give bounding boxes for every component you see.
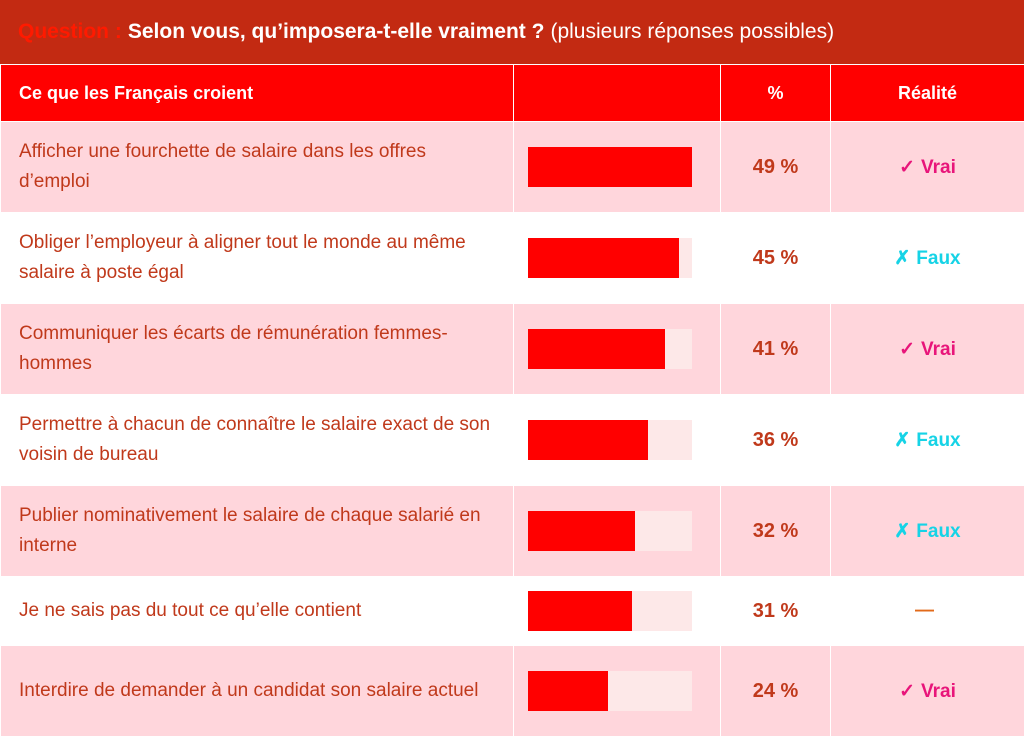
- bar-track: [528, 147, 692, 187]
- bar-fill: [528, 671, 608, 711]
- bar-track: [528, 511, 692, 551]
- percent-label: 45 %: [721, 213, 831, 304]
- bar-track: [528, 420, 692, 460]
- percent-label: 24 %: [721, 646, 831, 737]
- bar-fill: [528, 147, 692, 187]
- table-row: Je ne sais pas du tout ce qu’elle contie…: [1, 577, 1024, 646]
- percent-label: 49 %: [721, 122, 831, 213]
- table-row: Communiquer les écarts de rémunération f…: [1, 304, 1024, 395]
- row-label: Obliger l’employeur à aligner tout le mo…: [1, 213, 514, 304]
- reality-cell: ✗ Faux: [831, 395, 1024, 486]
- header-percent: %: [721, 65, 831, 122]
- reality-text: Vrai: [921, 339, 956, 360]
- percent-label: 36 %: [721, 395, 831, 486]
- row-label: Permettre à chacun de connaître le salai…: [1, 395, 514, 486]
- bar-cell: [514, 304, 721, 395]
- dash-icon: —: [915, 600, 934, 621]
- check-icon: ✓: [899, 681, 915, 702]
- header-bar: [514, 65, 721, 122]
- question-text: Selon vous, qu’imposera-t-elle vraiment …: [128, 20, 545, 44]
- table-row: Afficher une fourchette de salaire dans …: [1, 122, 1024, 213]
- reality-text: Vrai: [921, 157, 956, 178]
- reality-cell: ✓ Vrai: [831, 646, 1024, 737]
- reality-text: Faux: [916, 521, 960, 542]
- row-label: Publier nominativement le salaire de cha…: [1, 486, 514, 577]
- reality-text: Faux: [916, 248, 960, 269]
- question-banner: Question : Selon vous, qu’imposera-t-ell…: [0, 0, 1024, 64]
- reality-cell: ✓ Vrai: [831, 122, 1024, 213]
- bar-fill: [528, 238, 679, 278]
- question-label: Question :: [18, 20, 122, 44]
- bar-cell: [514, 213, 721, 304]
- results-table: Ce que les Français croient % Réalité Af…: [0, 64, 1024, 737]
- table-header: Ce que les Français croient % Réalité: [1, 65, 1024, 122]
- table-row: Permettre à chacun de connaître le salai…: [1, 395, 1024, 486]
- row-label: Communiquer les écarts de rémunération f…: [1, 304, 514, 395]
- bar-fill: [528, 329, 665, 369]
- table-row: Obliger l’employeur à aligner tout le mo…: [1, 213, 1024, 304]
- bar-track: [528, 238, 692, 278]
- bar-cell: [514, 577, 721, 646]
- bar-cell: [514, 646, 721, 737]
- question-subtext: (plusieurs réponses possibles): [550, 20, 834, 44]
- percent-label: 31 %: [721, 577, 831, 646]
- check-icon: ✓: [899, 157, 915, 178]
- reality-text: Faux: [916, 430, 960, 451]
- bar-cell: [514, 486, 721, 577]
- bar-track: [528, 329, 692, 369]
- reality-text: Vrai: [921, 681, 956, 702]
- reality-cell: ✗ Faux: [831, 486, 1024, 577]
- bar-fill: [528, 511, 635, 551]
- reality-cell: ✗ Faux: [831, 213, 1024, 304]
- cross-icon: ✗: [894, 430, 910, 451]
- bar-fill: [528, 420, 648, 460]
- cross-icon: ✗: [894, 248, 910, 269]
- bar-fill: [528, 591, 632, 631]
- row-label: Afficher une fourchette de salaire dans …: [1, 122, 514, 213]
- table-row: Interdire de demander à un candidat son …: [1, 646, 1024, 737]
- reality-cell: —: [831, 577, 1024, 646]
- bar-track: [528, 671, 692, 711]
- percent-label: 32 %: [721, 486, 831, 577]
- check-icon: ✓: [899, 339, 915, 360]
- row-label: Je ne sais pas du tout ce qu’elle contie…: [1, 577, 514, 646]
- row-label: Interdire de demander à un candidat son …: [1, 646, 514, 737]
- bar-cell: [514, 395, 721, 486]
- header-reality: Réalité: [831, 65, 1024, 122]
- percent-label: 41 %: [721, 304, 831, 395]
- cross-icon: ✗: [894, 521, 910, 542]
- reality-cell: ✓ Vrai: [831, 304, 1024, 395]
- header-beliefs: Ce que les Français croient: [1, 65, 514, 122]
- table-body: Afficher une fourchette de salaire dans …: [1, 122, 1024, 737]
- bar-cell: [514, 122, 721, 213]
- bar-track: [528, 591, 692, 631]
- table-row: Publier nominativement le salaire de cha…: [1, 486, 1024, 577]
